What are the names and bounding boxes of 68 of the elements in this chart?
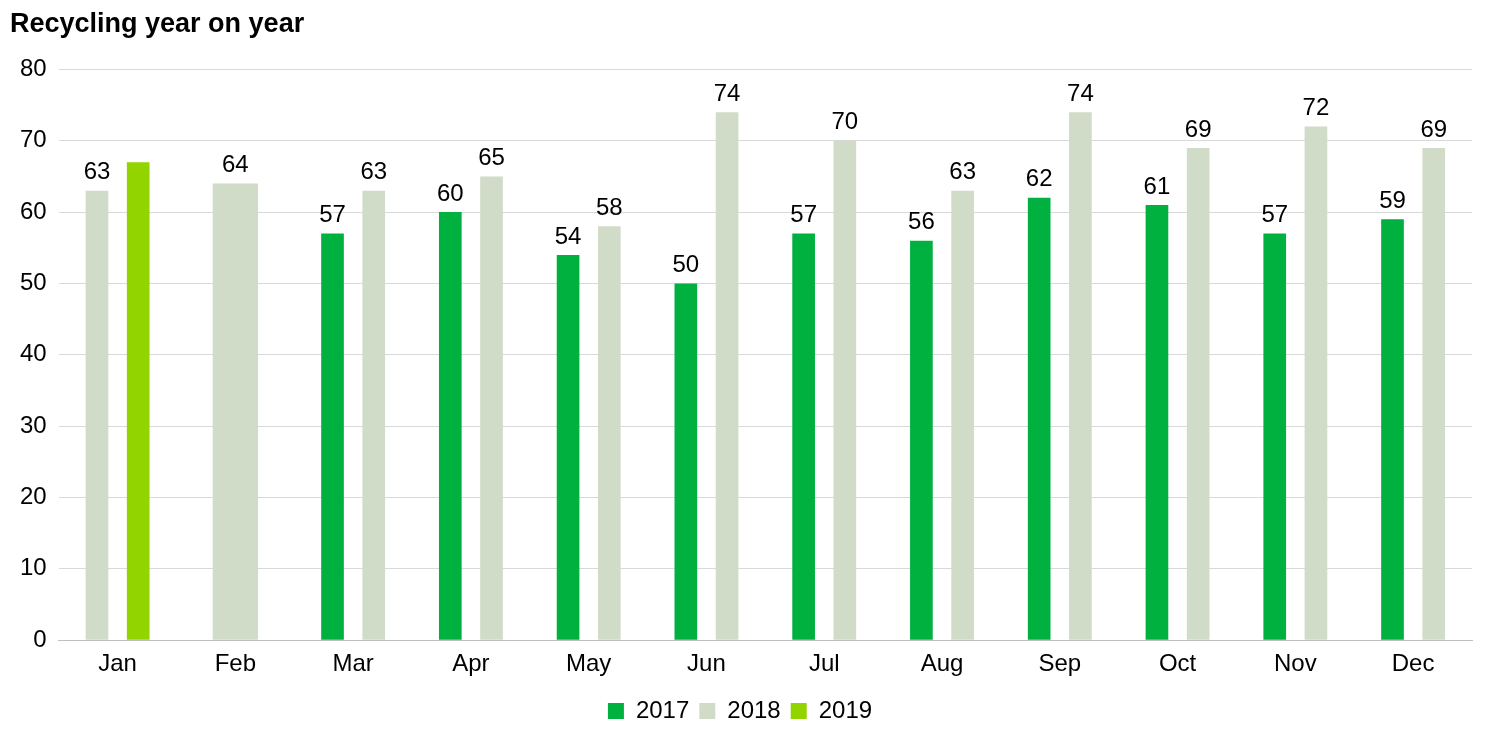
data-label: 62 <box>1025 164 1053 192</box>
x-tick-label: Oct <box>1158 649 1197 677</box>
y-tick-label: 0 <box>33 624 47 652</box>
chart-title: Recycling year on year <box>9 8 306 40</box>
data-label: 61 <box>1143 171 1171 199</box>
bar <box>556 254 580 640</box>
data-label: 69 <box>1420 114 1448 142</box>
data-label: 63 <box>949 157 976 185</box>
bar <box>362 190 386 640</box>
bar <box>126 162 150 640</box>
data-label: 65 <box>478 143 505 171</box>
bar <box>792 233 815 640</box>
bar <box>715 112 739 640</box>
data-label: 57 <box>1261 200 1289 228</box>
data-label: 70 <box>831 107 859 135</box>
y-tick-label: 20 <box>19 482 47 510</box>
x-tick-label: Sep <box>1038 649 1082 677</box>
data-label: 74 <box>713 78 741 106</box>
y-tick-label: 50 <box>19 268 47 296</box>
bar <box>833 140 857 640</box>
bar <box>438 212 462 640</box>
data-label: 54 <box>554 221 582 249</box>
legend-label: 2017 <box>635 695 690 723</box>
bar <box>1263 233 1287 640</box>
data-label: 64 <box>222 150 249 178</box>
bar <box>1304 126 1328 640</box>
data-label: 58 <box>595 192 623 220</box>
y-tick-label: 80 <box>19 54 47 82</box>
bar <box>1069 112 1092 640</box>
x-tick-label: Jul <box>808 649 840 677</box>
x-tick-label: Apr <box>452 649 490 677</box>
y-tick-label: 30 <box>19 410 47 438</box>
x-tick-label: Jun <box>687 649 726 677</box>
x-tick-label: Aug <box>920 649 964 677</box>
bar <box>1027 197 1051 640</box>
y-tick-label: 70 <box>19 125 47 153</box>
bar <box>1381 219 1404 640</box>
x-tick-label: Feb <box>214 649 257 677</box>
bar <box>480 176 503 640</box>
data-label: 57 <box>790 200 817 228</box>
data-label: 60 <box>436 178 464 206</box>
data-label: 63 <box>360 157 388 185</box>
data-label: 50 <box>672 250 700 278</box>
data-label: 72 <box>1302 93 1330 121</box>
bar <box>597 226 621 640</box>
bar <box>674 283 698 640</box>
bar <box>951 190 974 640</box>
data-label: 74 <box>1067 78 1094 106</box>
x-tick-label: Jan <box>98 649 137 677</box>
x-tick-label: Dec <box>1391 649 1435 677</box>
x-tick-label: Mar <box>332 649 374 677</box>
bar <box>1186 147 1210 640</box>
data-label: 69 <box>1184 114 1212 142</box>
bar <box>910 240 933 640</box>
bar <box>1145 204 1169 640</box>
bar <box>321 233 344 640</box>
legend-label: 2018 <box>727 695 781 723</box>
data-label: 63 <box>83 157 111 185</box>
bar <box>1422 147 1446 640</box>
y-tick-label: 10 <box>19 553 47 581</box>
data-label: 59 <box>1379 185 1406 213</box>
data-label: 56 <box>908 207 935 235</box>
x-tick-label: May <box>566 649 612 677</box>
legend-label: 2019 <box>818 695 873 723</box>
x-tick-label: Nov <box>1273 649 1317 677</box>
data-label: 57 <box>319 200 346 228</box>
y-tick-label: 60 <box>19 196 47 224</box>
y-tick-label: 40 <box>19 339 47 367</box>
